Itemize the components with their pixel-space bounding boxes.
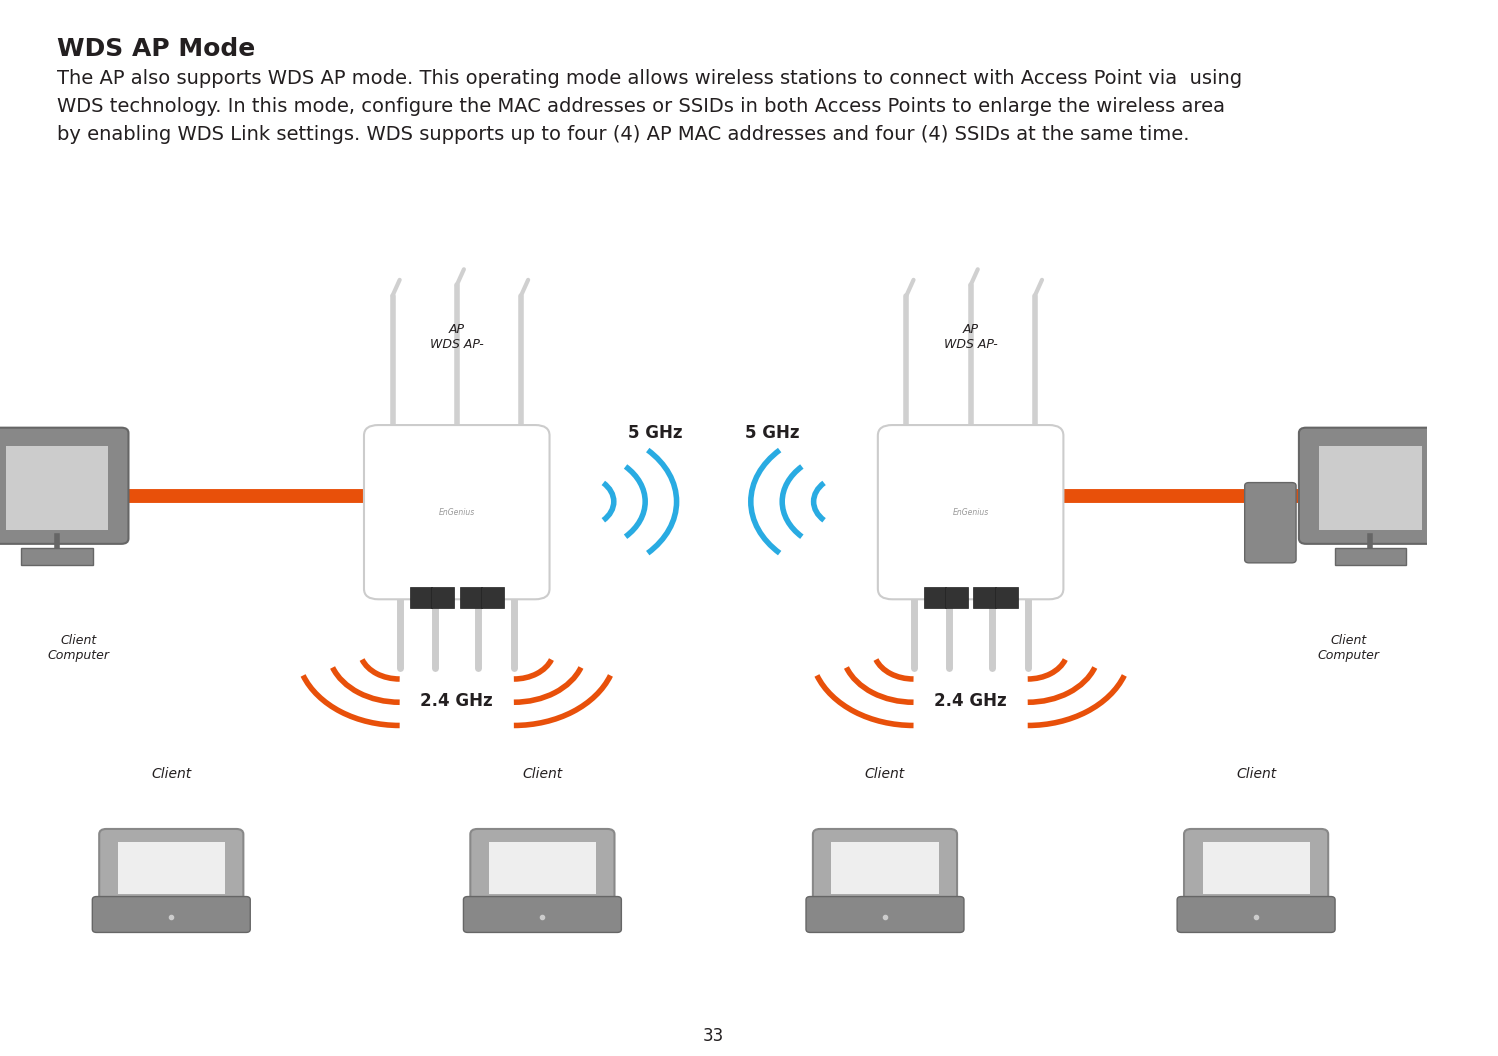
- FancyBboxPatch shape: [99, 829, 243, 908]
- Bar: [460, 587, 482, 608]
- Text: AP
WDS AP-: AP WDS AP-: [944, 323, 998, 351]
- Bar: [1203, 842, 1309, 894]
- FancyBboxPatch shape: [1299, 428, 1441, 544]
- FancyBboxPatch shape: [364, 426, 550, 600]
- FancyBboxPatch shape: [463, 897, 622, 932]
- Bar: [995, 587, 1017, 608]
- Bar: [1318, 446, 1422, 530]
- FancyBboxPatch shape: [0, 428, 129, 544]
- Text: EnGenius: EnGenius: [439, 508, 475, 516]
- Text: Client: Client: [864, 768, 905, 781]
- FancyBboxPatch shape: [813, 829, 957, 908]
- FancyBboxPatch shape: [806, 897, 963, 932]
- Text: 5 GHz: 5 GHz: [628, 423, 683, 442]
- FancyBboxPatch shape: [1183, 829, 1329, 908]
- Bar: [409, 587, 433, 608]
- Text: Client: Client: [151, 768, 192, 781]
- FancyBboxPatch shape: [1177, 897, 1335, 932]
- FancyBboxPatch shape: [878, 426, 1064, 600]
- FancyBboxPatch shape: [1245, 483, 1296, 563]
- Bar: [21, 548, 93, 565]
- FancyBboxPatch shape: [93, 897, 250, 932]
- Text: Client
Computer: Client Computer: [48, 634, 109, 662]
- Bar: [831, 842, 939, 894]
- Text: 2.4 GHz: 2.4 GHz: [421, 692, 493, 710]
- Text: The AP also supports WDS AP mode. This operating mode allows wireless stations t: The AP also supports WDS AP mode. This o…: [57, 69, 1242, 144]
- Text: WDS AP Mode: WDS AP Mode: [57, 37, 255, 61]
- Text: 5 GHz: 5 GHz: [745, 423, 800, 442]
- FancyBboxPatch shape: [470, 829, 614, 908]
- Bar: [1335, 548, 1407, 565]
- Bar: [481, 587, 503, 608]
- Bar: [488, 842, 596, 894]
- Text: EnGenius: EnGenius: [953, 508, 989, 516]
- Bar: [431, 587, 454, 608]
- Bar: [6, 446, 108, 530]
- Text: Client
Computer: Client Computer: [1318, 634, 1380, 662]
- Text: 33: 33: [703, 1027, 725, 1045]
- Text: Client: Client: [523, 768, 563, 781]
- Bar: [945, 587, 968, 608]
- Text: AP
WDS AP-: AP WDS AP-: [430, 323, 484, 351]
- Bar: [974, 587, 996, 608]
- Text: Client: Client: [1236, 768, 1276, 781]
- Bar: [924, 587, 947, 608]
- Bar: [118, 842, 225, 894]
- Text: 2.4 GHz: 2.4 GHz: [935, 692, 1007, 710]
